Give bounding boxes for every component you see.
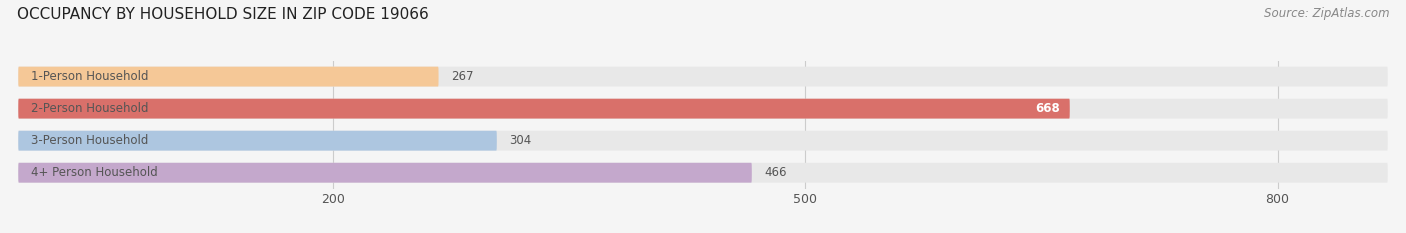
FancyBboxPatch shape	[18, 163, 1388, 183]
Text: 3-Person Household: 3-Person Household	[31, 134, 148, 147]
FancyBboxPatch shape	[18, 163, 752, 183]
Text: 304: 304	[509, 134, 531, 147]
Text: 2-Person Household: 2-Person Household	[31, 102, 149, 115]
FancyBboxPatch shape	[18, 67, 439, 86]
FancyBboxPatch shape	[18, 99, 1388, 119]
FancyBboxPatch shape	[18, 99, 1070, 119]
Text: 267: 267	[451, 70, 474, 83]
FancyBboxPatch shape	[18, 67, 1388, 86]
FancyBboxPatch shape	[18, 131, 496, 151]
Text: Source: ZipAtlas.com: Source: ZipAtlas.com	[1264, 7, 1389, 20]
Text: 668: 668	[1036, 102, 1060, 115]
Text: OCCUPANCY BY HOUSEHOLD SIZE IN ZIP CODE 19066: OCCUPANCY BY HOUSEHOLD SIZE IN ZIP CODE …	[17, 7, 429, 22]
FancyBboxPatch shape	[18, 131, 1388, 151]
Text: 466: 466	[765, 166, 787, 179]
Text: 4+ Person Household: 4+ Person Household	[31, 166, 157, 179]
Text: 1-Person Household: 1-Person Household	[31, 70, 149, 83]
